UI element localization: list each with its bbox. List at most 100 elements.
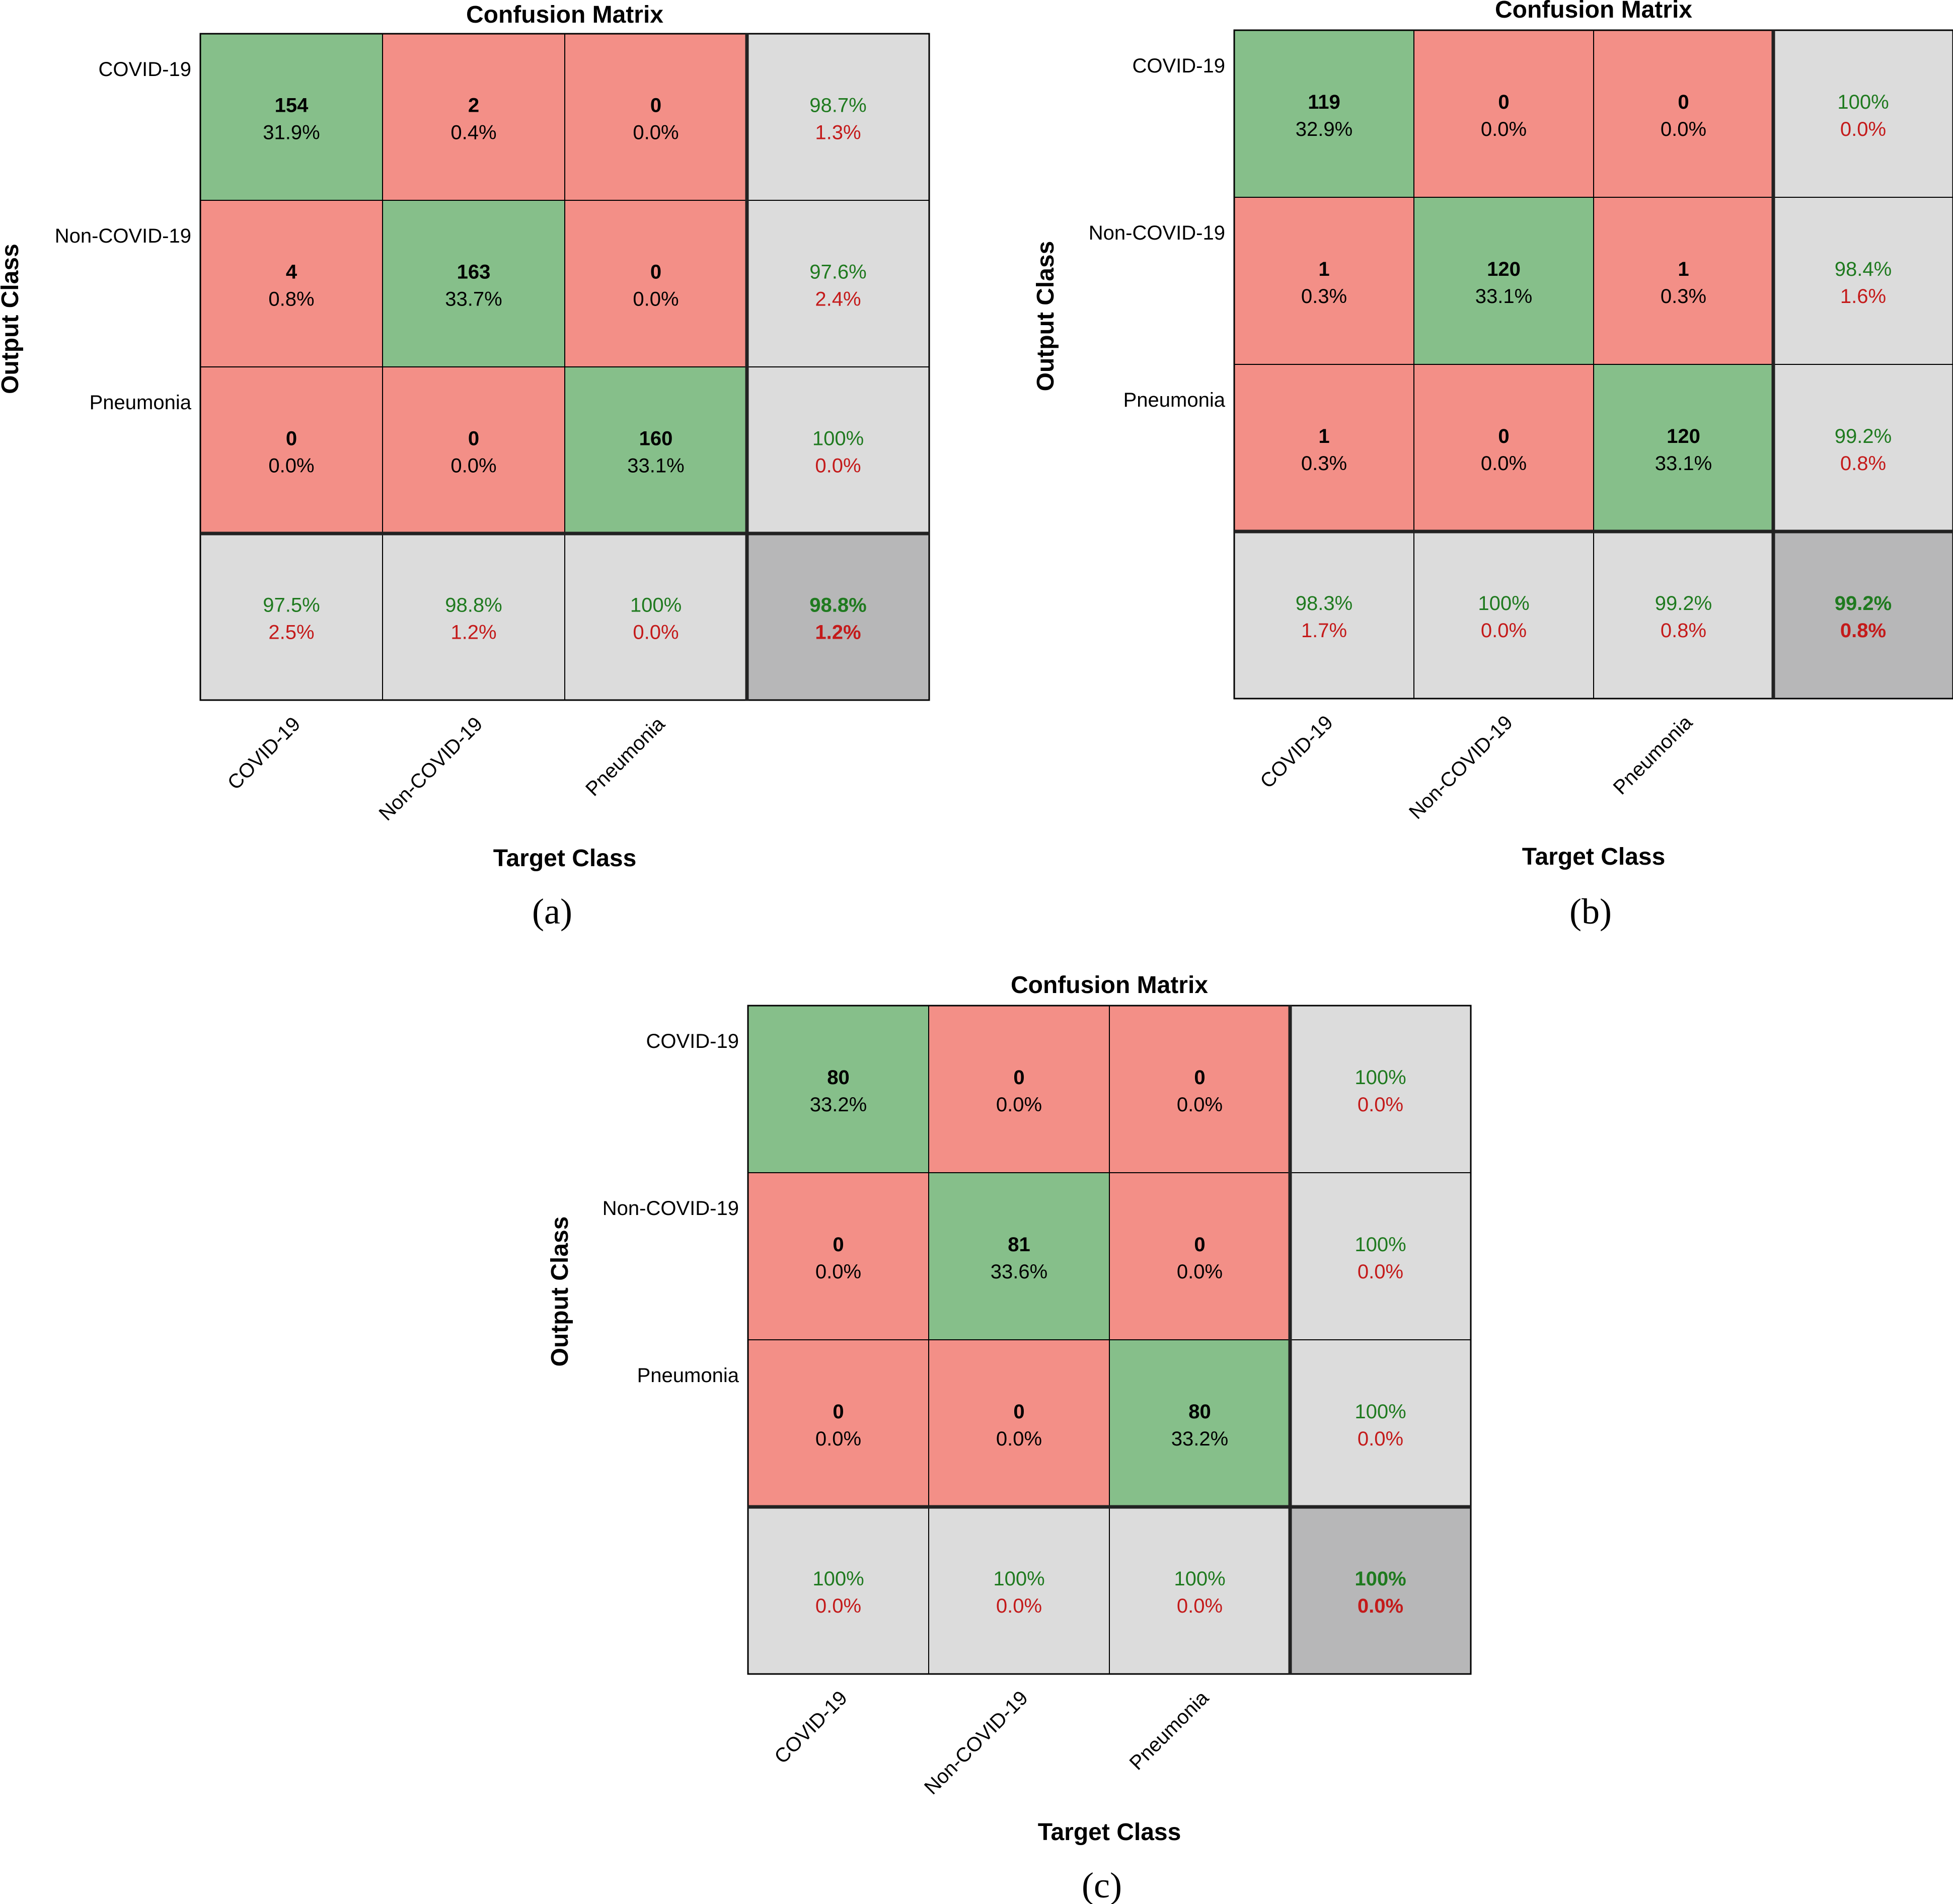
row-summary-cell bbox=[746, 33, 930, 201]
row-summary-cell bbox=[1290, 1339, 1471, 1507]
matrix-cell-percent: 0.0% bbox=[996, 1428, 1042, 1450]
matrix-cell-value: 0 bbox=[468, 428, 479, 450]
matrix-cell bbox=[200, 33, 383, 201]
matrix-cell bbox=[382, 200, 565, 367]
matrix-cell-value: 119 bbox=[1308, 91, 1340, 113]
matrix-cell-percent: 33.1% bbox=[1475, 285, 1532, 308]
matrix-cell bbox=[1413, 197, 1594, 365]
row-summary-cell-percent: 0.0% bbox=[1358, 1094, 1403, 1116]
column-summary-cell-value: 100% bbox=[993, 1568, 1044, 1590]
column-summary-cell bbox=[928, 1506, 1110, 1674]
column-summary-cell bbox=[200, 533, 383, 701]
panel-caption: (a) bbox=[532, 891, 572, 932]
row-summary-cell-value: 98.7% bbox=[809, 95, 866, 117]
overall-accuracy-cell-percent: 0.0% bbox=[1358, 1595, 1403, 1617]
matrix-cell-value: 0 bbox=[1013, 1401, 1024, 1423]
column-summary-cell bbox=[747, 1506, 929, 1674]
matrix-cell-value: 154 bbox=[275, 95, 309, 117]
column-summary-cell-percent: 0.0% bbox=[996, 1595, 1042, 1617]
row-summary-cell-value: 100% bbox=[1355, 1401, 1406, 1423]
row-summary-cell-value: 100% bbox=[812, 428, 864, 450]
matrix-cell bbox=[928, 1005, 1110, 1173]
column-summary-cell-percent: 0.0% bbox=[1177, 1595, 1223, 1617]
output-class-tick-label: Pneumonia bbox=[90, 392, 192, 414]
matrix-cell-percent: 0.0% bbox=[633, 122, 679, 144]
column-summary-cell-percent: 0.0% bbox=[815, 1595, 861, 1617]
column-summary-cell-value: 98.3% bbox=[1296, 592, 1353, 615]
matrix-cell-percent: 0.0% bbox=[268, 455, 314, 477]
row-summary-cell bbox=[1773, 197, 1953, 365]
matrix-cell-value: 0 bbox=[833, 1234, 844, 1256]
confusion-matrix-panel-b: Confusion Matrix 119 32.9% 0 0.0% 0 0.0% 100% 0.… bbox=[1032, 0, 1953, 932]
x-axis-label: Target Class bbox=[1038, 1819, 1181, 1846]
y-axis-label: Output Class bbox=[0, 244, 24, 394]
row-summary-cell-percent: 2.4% bbox=[815, 288, 861, 311]
row-summary-cell bbox=[1773, 30, 1953, 198]
row-summary-cell-percent: 1.6% bbox=[1840, 285, 1886, 308]
column-summary-cell bbox=[1234, 531, 1414, 699]
output-class-tick-label: Non-COVID-19 bbox=[55, 225, 191, 247]
matrix-cell-value: 120 bbox=[1487, 258, 1521, 280]
matrix-border bbox=[199, 33, 930, 701]
matrix-cell-percent: 0.0% bbox=[1177, 1094, 1223, 1116]
confusion-matrix-panel-c: Confusion Matrix 80 33.2% 0 0.0% 0 0.0% 100% 0.0… bbox=[547, 972, 1472, 1904]
overall-accuracy-cell bbox=[746, 533, 930, 701]
row-summary-cell-percent: 0.0% bbox=[1358, 1261, 1403, 1283]
target-class-tick-label: Non-COVID-19 bbox=[1405, 711, 1517, 823]
overall-accuracy-cell bbox=[1290, 1506, 1471, 1674]
matrix-cell bbox=[1413, 364, 1594, 532]
row-summary-cell-value: 100% bbox=[1837, 91, 1889, 113]
column-summary-cell-value: 98.8% bbox=[445, 594, 502, 617]
column-summary-cell-value: 99.2% bbox=[1655, 592, 1712, 615]
matrix-cell bbox=[1234, 197, 1414, 365]
row-summary-cell bbox=[1290, 1005, 1471, 1173]
matrix-cell bbox=[928, 1172, 1110, 1340]
matrix-cell bbox=[1593, 197, 1774, 365]
row-summary-cell-value: 98.4% bbox=[1835, 258, 1892, 280]
target-class-tick-label: Non-COVID-19 bbox=[920, 1687, 1032, 1799]
column-summary-cell-percent: 1.2% bbox=[450, 622, 496, 644]
matrix-cell-value: 163 bbox=[457, 261, 491, 283]
matrix-cell-value: 0 bbox=[1498, 425, 1509, 447]
matrix-cell-percent: 33.1% bbox=[627, 455, 684, 477]
matrix-cell-value: 160 bbox=[639, 428, 673, 450]
matrix-cell bbox=[1593, 364, 1774, 532]
row-summary-cell bbox=[746, 200, 930, 367]
matrix-cell bbox=[1109, 1005, 1291, 1173]
matrix-cell-value: 1 bbox=[1678, 258, 1689, 280]
matrix-cell bbox=[1593, 30, 1774, 198]
matrix-cell-percent: 0.4% bbox=[450, 122, 496, 144]
column-summary-cell-value: 97.5% bbox=[263, 594, 320, 617]
overall-accuracy-cell-value: 100% bbox=[1355, 1568, 1406, 1590]
matrix-cell-percent: 0.0% bbox=[996, 1094, 1042, 1116]
column-summary-cell-percent: 0.0% bbox=[633, 622, 679, 644]
row-summary-cell bbox=[1290, 1172, 1471, 1340]
matrix-cell-percent: 33.2% bbox=[810, 1094, 867, 1116]
matrix-cell-value: 1 bbox=[1318, 258, 1329, 280]
matrix-cell-percent: 0.0% bbox=[815, 1261, 861, 1283]
row-summary-cell-percent: 0.0% bbox=[1358, 1428, 1403, 1450]
matrix-cell-percent: 33.2% bbox=[1171, 1428, 1228, 1450]
column-summary-cell-value: 100% bbox=[630, 594, 682, 617]
target-class-tick-label: COVID-19 bbox=[770, 1687, 852, 1768]
target-class-tick-label: Pneumonia bbox=[581, 713, 669, 801]
matrix-cell bbox=[382, 366, 565, 534]
matrix-cell-value: 0 bbox=[1678, 91, 1689, 113]
matrix-cell-percent: 33.6% bbox=[991, 1261, 1047, 1283]
overall-accuracy-cell-percent: 1.2% bbox=[815, 622, 861, 644]
matrix-cell-percent: 33.1% bbox=[1655, 452, 1712, 475]
panel-caption: (c) bbox=[1082, 1865, 1122, 1904]
column-summary-cell-percent: 0.8% bbox=[1661, 620, 1706, 642]
output-class-tick-label: Pneumonia bbox=[1123, 389, 1226, 411]
matrix-cell-percent: 0.0% bbox=[815, 1428, 861, 1450]
column-summary-cell-value: 100% bbox=[1478, 592, 1529, 615]
target-class-tick-label: Non-COVID-19 bbox=[374, 713, 487, 825]
chart-title: Confusion Matrix bbox=[1011, 972, 1208, 999]
column-summary-cell bbox=[382, 533, 565, 701]
output-class-tick-label: COVID-19 bbox=[1133, 55, 1226, 77]
column-summary-cell-percent: 1.7% bbox=[1301, 620, 1347, 642]
matrix-cell bbox=[1109, 1339, 1291, 1507]
matrix-cell-value: 4 bbox=[286, 261, 297, 283]
y-axis-label: Output Class bbox=[1032, 241, 1059, 392]
matrix-cell bbox=[747, 1005, 929, 1173]
